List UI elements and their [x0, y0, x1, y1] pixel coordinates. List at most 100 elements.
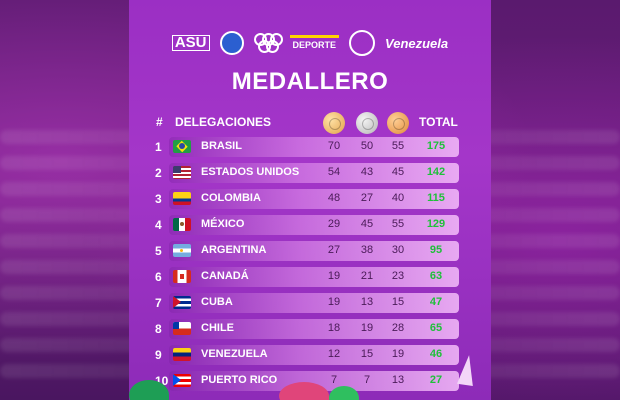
- row-gold: 29: [327, 218, 341, 230]
- cuba-flag-icon: [173, 296, 191, 309]
- leaf-decoration-icon: [129, 380, 169, 400]
- row-country: ARGENTINA: [201, 244, 267, 256]
- venezuela-logo: Venezuela: [385, 35, 449, 51]
- row-gold: 54: [327, 166, 341, 178]
- silver-medal-icon: [356, 112, 378, 134]
- row-country: COLOMBIA: [201, 192, 261, 204]
- row-bronze: 19: [391, 348, 405, 360]
- row-bar: [169, 163, 459, 183]
- row-bronze: 40: [391, 192, 405, 204]
- sponsor-logos: ASU DEPORTE Venezuela: [129, 28, 491, 58]
- row-bar: [169, 215, 459, 235]
- row-silver: 45: [360, 218, 374, 230]
- row-gold: 7: [330, 374, 338, 386]
- canada-flag-icon: [173, 270, 191, 283]
- row-bar: [169, 371, 459, 391]
- row-rank: 8: [155, 322, 162, 336]
- bronze-medal-icon: [387, 112, 409, 134]
- gold-medal-icon: [323, 112, 345, 134]
- row-gold: 19: [327, 270, 341, 282]
- row-country: ESTADOS UNIDOS: [201, 166, 300, 178]
- row-bronze: 28: [391, 322, 405, 334]
- row-total: 175: [426, 140, 446, 152]
- row-rank: 1: [155, 140, 162, 154]
- row-total: 115: [427, 192, 445, 204]
- row-rank: 3: [155, 192, 162, 206]
- table-row: 7 CUBA 19 13 15 47: [129, 293, 491, 313]
- header-delegations: DELEGACIONES: [175, 115, 272, 129]
- row-silver: 7: [363, 374, 371, 386]
- row-country: PUERTO RICO: [201, 374, 278, 386]
- row-bronze: 23: [391, 270, 405, 282]
- row-country: CANADÁ: [201, 270, 249, 282]
- usa-flag-icon: [173, 166, 191, 179]
- row-rank: 4: [155, 218, 162, 232]
- seal-logo-icon: [349, 30, 376, 56]
- row-gold: 48: [327, 192, 341, 204]
- row-bronze: 13: [391, 374, 405, 386]
- row-silver: 27: [360, 192, 374, 204]
- table-row: 3 COLOMBIA 48 27 40 115: [129, 189, 491, 209]
- row-bronze: 55: [391, 140, 405, 152]
- row-total: 63: [429, 270, 443, 282]
- leaf-decoration-icon: [329, 386, 359, 400]
- row-rank: 7: [155, 296, 162, 310]
- row-rank: 5: [155, 244, 162, 258]
- row-silver: 21: [360, 270, 374, 282]
- deporte-logo: DEPORTE: [289, 34, 340, 52]
- row-gold: 18: [327, 322, 341, 334]
- table-header: # DELEGACIONES TOTAL: [129, 112, 491, 134]
- row-bronze: 45: [391, 166, 405, 178]
- row-bar: [169, 241, 459, 261]
- row-total: 27: [429, 374, 443, 386]
- row-bar: [169, 189, 459, 209]
- header-rank: #: [156, 115, 163, 129]
- row-silver: 19: [360, 322, 374, 334]
- asu-logo: ASU: [171, 35, 210, 51]
- row-silver: 13: [360, 296, 374, 308]
- colombia-flag-icon: [173, 192, 191, 205]
- table-row: 1 BRASIL 70 50 55 175: [129, 137, 491, 157]
- page-title: MEDALLERO: [231, 68, 389, 95]
- row-silver: 15: [360, 348, 374, 360]
- olympic-rings-icon: [253, 33, 283, 53]
- table-row: 9 VENEZUELA 12 15 19 46: [129, 345, 491, 365]
- row-country: MÉXICO: [201, 218, 245, 230]
- row-total: 65: [429, 322, 443, 334]
- header-total: TOTAL: [419, 115, 458, 129]
- row-bar: [169, 345, 459, 365]
- table-row: 8 CHILE 18 19 28 65: [129, 319, 491, 339]
- table-body: 1 BRASIL 70 50 55 175 2 ESTADOS UNIDOS 5…: [129, 137, 491, 397]
- table-row: 6 CANADÁ 19 21 23 63: [129, 267, 491, 287]
- table-row: 10 PUERTO RICO 7 7 13 27: [129, 371, 491, 391]
- row-bar: [169, 267, 459, 287]
- medal-table-panel: ASU DEPORTE Venezuela MEDALLERO # DELEGA…: [129, 0, 491, 400]
- table-row: 5 ARGENTINA 27 38 30 95: [129, 241, 491, 261]
- row-gold: 70: [327, 140, 341, 152]
- row-rank: 9: [155, 348, 162, 362]
- mexico-flag-icon: [173, 218, 191, 231]
- row-silver: 38: [360, 244, 374, 256]
- globe-logo-icon: [219, 31, 244, 55]
- row-gold: 12: [327, 348, 341, 360]
- row-bar: [169, 319, 459, 339]
- row-rank: 6: [155, 270, 162, 284]
- row-silver: 50: [360, 140, 374, 152]
- row-country: BRASIL: [201, 140, 242, 152]
- table-row: 2 ESTADOS UNIDOS 54 43 45 142: [129, 163, 491, 183]
- row-total: 95: [429, 244, 443, 256]
- row-bronze: 15: [391, 296, 405, 308]
- brazil-flag-icon: [173, 140, 191, 153]
- row-bronze: 30: [391, 244, 405, 256]
- row-total: 142: [426, 166, 446, 178]
- puerto-rico-flag-icon: [173, 374, 191, 387]
- table-row: 4 MÉXICO 29 45 55 129: [129, 215, 491, 235]
- argentina-flag-icon: [173, 244, 191, 257]
- row-bar: [169, 137, 459, 157]
- row-total: 129: [426, 218, 446, 230]
- row-country: CUBA: [201, 296, 233, 308]
- row-country: VENEZUELA: [201, 348, 268, 360]
- row-total: 47: [429, 296, 443, 308]
- row-bronze: 55: [391, 218, 405, 230]
- row-silver: 43: [360, 166, 374, 178]
